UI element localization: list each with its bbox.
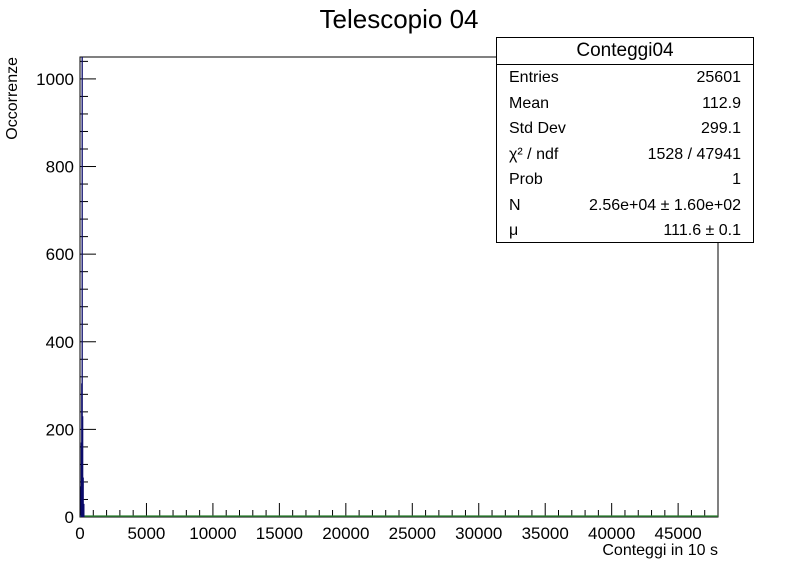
x-tick-label: 10000 (189, 524, 236, 543)
x-tick-label: 20000 (322, 524, 369, 543)
y-tick-label: 0 (65, 508, 74, 527)
stats-row-value: 111.6 ± 0.1 (663, 222, 741, 239)
x-tick-label: 45000 (654, 524, 701, 543)
stats-box-title: Conteggi04 (497, 38, 753, 65)
y-tick-label: 800 (46, 158, 74, 177)
x-tick-label: 25000 (389, 524, 436, 543)
y-tick-label: 1000 (36, 70, 74, 89)
stats-row: Std Dev 299.1 (497, 116, 753, 142)
x-tick-label: 0 (75, 524, 84, 543)
stats-row-key: N (509, 196, 521, 214)
stats-row-value: 299.1 (700, 120, 741, 137)
stats-box: Conteggi04 Entries 25601 Mean 112.9 Std Dev 2… (496, 37, 754, 243)
stats-row-value: 25601 (696, 69, 742, 86)
stats-row-value: 1528 / 47941 (647, 145, 741, 163)
stats-row-key: Entries (509, 69, 559, 86)
x-axis: 0 5000 10000 15000 20000 25000 30000 35000 40000… (75, 503, 719, 543)
stats-row: μ 111.6 ± 0.1 (497, 218, 753, 244)
x-axis-label: Conteggi in 10 s (602, 542, 718, 559)
stats-row-value: 112.9 (702, 94, 741, 112)
y-tick-label: 600 (46, 245, 74, 264)
stats-row: Entries 25601 (497, 65, 753, 91)
chart-title: Telescopio 04 (320, 4, 479, 34)
stats-row-key: χ² / ndf (509, 145, 559, 163)
x-tick-label: 35000 (522, 524, 569, 543)
x-tick-label: 5000 (128, 524, 166, 543)
stats-row-value: 2.56e+04 ± 1.60e+02 (588, 196, 741, 214)
stats-row: N 2.56e+04 ± 1.60e+02 (497, 193, 753, 219)
stats-row-key: Std Dev (509, 120, 566, 137)
stats-row-key: Prob (509, 171, 543, 188)
x-tick-label: 15000 (256, 524, 303, 543)
x-tick-label: 40000 (588, 524, 635, 543)
y-axis-label: Occorrenze (4, 57, 21, 140)
stats-rows: Entries 25601 Mean 112.9 Std Dev 299.1 χ² / nd… (497, 65, 753, 244)
stats-row: Mean 112.9 (497, 91, 753, 117)
y-axis: 0 200 400 600 800 1000 (36, 60, 96, 527)
y-tick-label: 400 (46, 333, 74, 352)
stats-row-value: 1 (732, 171, 741, 188)
stats-row: χ² / ndf 1528 / 47941 (497, 142, 753, 168)
histogram-bars (80, 57, 85, 517)
stats-row-key: μ (509, 222, 519, 239)
y-tick-label: 200 (46, 420, 74, 439)
x-tick-label: 30000 (455, 524, 502, 543)
stats-row-key: Mean (509, 94, 550, 112)
stats-row: Prob 1 (497, 167, 753, 193)
